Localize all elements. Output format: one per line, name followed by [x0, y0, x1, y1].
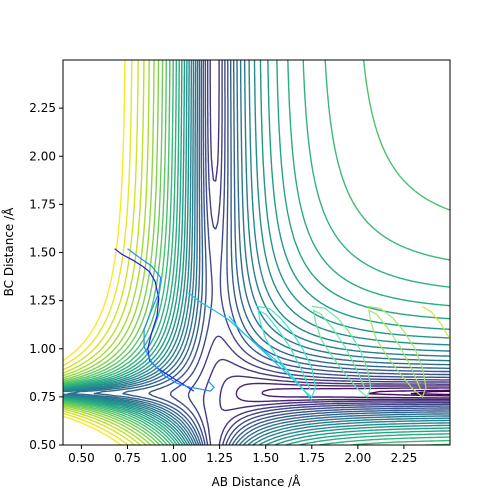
x-tick-label: 1.75	[298, 451, 325, 465]
contour-level	[63, 60, 450, 445]
y-tick-label: 1.75	[29, 197, 56, 211]
contour-level	[63, 60, 155, 445]
contour-level	[187, 60, 450, 445]
trajectory-lines	[114, 248, 450, 402]
y-tick-label: 2.25	[29, 101, 56, 115]
contour-level	[367, 389, 450, 397]
contour-level	[202, 60, 450, 445]
y-tick-label: 1.50	[29, 246, 56, 260]
contour-level	[63, 60, 160, 445]
trajectory-1	[114, 248, 195, 392]
contour-level	[63, 60, 133, 445]
contour-level	[63, 60, 139, 445]
trajectory-5	[311, 305, 372, 398]
y-tick-label: 0.75	[29, 390, 56, 404]
contour-level	[63, 60, 450, 445]
contour-level	[122, 60, 450, 445]
x-axis-ticks: 0.50 0.75 1.00 1.25 1.50 1.75 2.00 2.25	[68, 445, 417, 465]
contour-level	[63, 60, 145, 445]
contour-level	[63, 60, 450, 445]
x-tick-label: 1.25	[206, 451, 233, 465]
trajectory-6	[367, 305, 427, 398]
contour-level	[63, 60, 164, 445]
y-tick-label: 1.00	[29, 342, 56, 356]
x-tick-label: 1.50	[252, 451, 279, 465]
contour-level	[63, 60, 450, 445]
contour-level	[67, 60, 450, 445]
trajectory-4	[256, 305, 317, 398]
contour-level	[169, 60, 450, 445]
contour-level	[219, 375, 450, 412]
y-tick-label: 1.25	[29, 294, 56, 308]
x-tick-label: 2.00	[344, 451, 371, 465]
x-tick-label: 0.75	[114, 451, 141, 465]
contour-level	[63, 60, 450, 445]
x-tick-label: 2.25	[391, 451, 418, 465]
contour-level	[148, 60, 450, 445]
x-axis-label: AB Distance /Å	[212, 474, 302, 489]
y-axis-label: BC Distance /Å	[1, 207, 16, 297]
contour-level	[63, 60, 450, 445]
x-tick-label: 1.00	[160, 451, 187, 465]
trajectory-7	[422, 305, 450, 353]
y-tick-label: 2.00	[29, 149, 56, 163]
contour-level	[63, 60, 450, 445]
contour-level	[235, 382, 450, 403]
y-tick-label: 0.50	[29, 438, 56, 452]
contour-level	[63, 60, 167, 445]
contour-level	[63, 60, 150, 445]
x-tick-label: 0.50	[68, 451, 95, 465]
contour-level	[63, 60, 450, 445]
y-axis-ticks: 0.50 0.75 1.00 1.25 1.50 1.75 2.00 2.25	[29, 101, 63, 452]
contour-level	[63, 60, 450, 445]
trajectory-2	[127, 248, 215, 392]
contour-level	[63, 60, 450, 445]
